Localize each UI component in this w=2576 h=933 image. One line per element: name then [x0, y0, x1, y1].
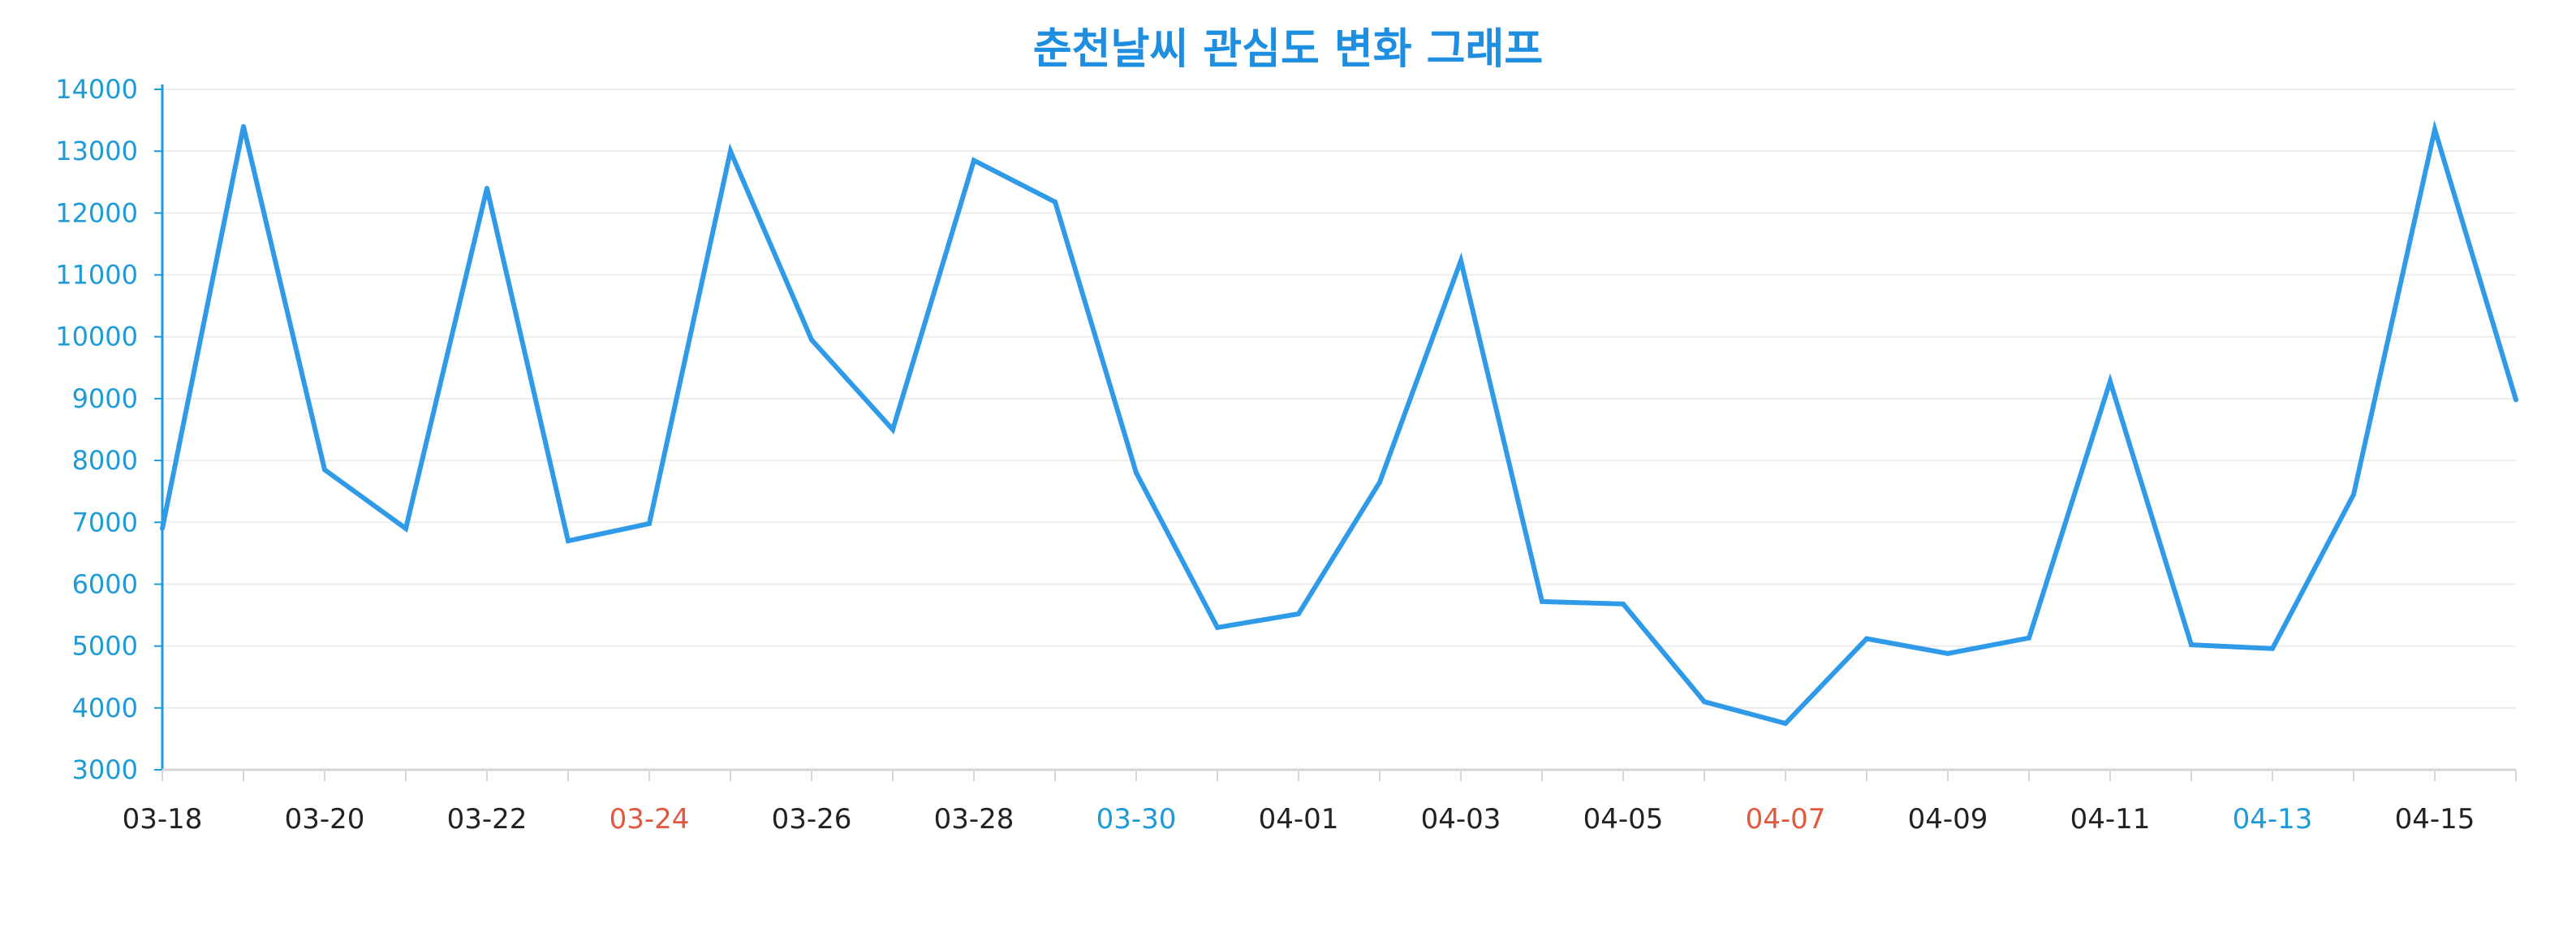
x-tick-label: 03-30: [1096, 803, 1177, 836]
y-tick-label: 13000: [55, 136, 138, 166]
data-point: [647, 520, 652, 526]
chart-title: 춘천날씨 관심도 변화 그래프: [1033, 25, 1543, 74]
x-tick-label: 04-09: [1908, 803, 1988, 836]
data-point: [1540, 598, 1544, 604]
data-point: [2189, 642, 2194, 648]
data-point: [403, 525, 408, 531]
data-point: [1215, 624, 1220, 630]
data-point: [1945, 650, 1950, 656]
x-tick-label: 03-20: [285, 803, 365, 836]
x-tick-label: 04-03: [1421, 803, 1501, 836]
y-tick-label: 3000: [72, 754, 138, 785]
data-point: [1296, 611, 1301, 617]
data-point: [890, 427, 895, 432]
y-tick-label: 4000: [72, 693, 138, 724]
data-point: [2514, 397, 2518, 403]
y-axis: 3000 4000 5000 6000 7000 8000 9000 10000 11000 12…: [55, 74, 164, 785]
x-tick-label: 03-22: [447, 803, 528, 836]
data-point: [971, 158, 976, 163]
data-point: [1377, 479, 1382, 485]
data-point: [566, 538, 571, 544]
data-point: [1702, 699, 1707, 705]
x-tick-label: 04-11: [2070, 803, 2151, 836]
x-tick-label: 03-28: [934, 803, 1014, 836]
data-point: [2027, 635, 2031, 641]
y-tick-label: 5000: [72, 631, 138, 662]
x-tick-label: 04-05: [1583, 803, 1664, 836]
y-tick-label: 14000: [55, 74, 138, 105]
y-tick-label: 6000: [72, 568, 138, 599]
x-axis: 03-18 03-20 03-22 03-24 03-26 03-28 03-30 04-01…: [123, 768, 2517, 836]
data-point: [2432, 127, 2437, 132]
data-point: [1783, 720, 1788, 726]
series-layer: [160, 119, 2518, 727]
x-tick-label: 03-24: [610, 803, 690, 836]
y-tick-label: 10000: [55, 322, 138, 352]
x-tick-label: 04-15: [2395, 803, 2475, 836]
data-point: [322, 467, 327, 473]
x-tick-label: 03-18: [123, 803, 203, 836]
data-point: [485, 185, 489, 191]
data-point: [241, 123, 246, 129]
x-tick-label: 03-26: [772, 803, 852, 836]
x-tick-label: 04-01: [1259, 803, 1339, 836]
data-point: [160, 525, 165, 531]
y-tick-label: 8000: [72, 445, 138, 476]
y-tick-label: 12000: [55, 197, 138, 228]
data-point: [2270, 646, 2275, 651]
data-point: [728, 149, 733, 154]
y-tick-label: 11000: [55, 260, 138, 291]
data-point: [809, 337, 814, 343]
x-tick-label: 04-13: [2233, 803, 2313, 836]
data-point: [1053, 199, 1058, 205]
y-tick-label: 7000: [72, 507, 138, 538]
data-point: [2108, 378, 2113, 384]
data-point: [1134, 470, 1139, 476]
series-line: [160, 119, 2518, 727]
data-point: [2351, 491, 2356, 497]
x-tick-label: 04-07: [1746, 803, 1826, 836]
data-point: [1458, 258, 1463, 264]
data-point: [1621, 601, 1626, 607]
data-point: [1864, 636, 1869, 641]
gridlines: [162, 89, 2516, 709]
y-tick-label: 9000: [72, 383, 138, 414]
